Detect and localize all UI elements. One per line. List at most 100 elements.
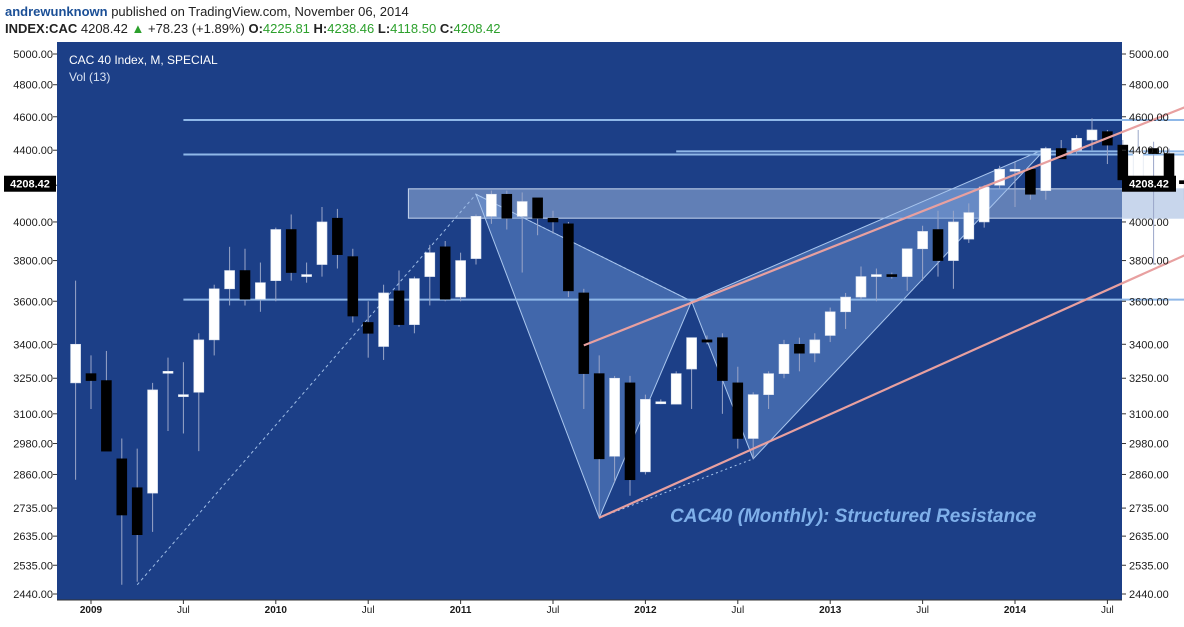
trend-dashed-line [136, 193, 477, 586]
candle-down [347, 256, 359, 317]
candle-up [255, 282, 266, 300]
candle-down [116, 458, 128, 516]
low-label: L: [377, 21, 391, 36]
candle-down [932, 229, 944, 261]
chart-annotation: CAC40 (Monthly): Structured Resistance [670, 506, 1037, 527]
y-tick-label-left: 2535.00 [13, 560, 53, 572]
high-value: 4238.46 [327, 21, 375, 36]
candle-up [470, 216, 482, 259]
candle-down [1179, 180, 1184, 185]
y-tick-label-right: 2980.00 [1129, 439, 1169, 451]
header: andrewunknown published on TradingView.c… [0, 0, 1184, 40]
open-value: 4225.81 [262, 21, 310, 36]
x-tick-label: Jul [177, 605, 190, 616]
candle-up [670, 373, 682, 405]
y-tick-label-right: 3600.00 [1129, 296, 1169, 308]
x-tick-label: 2014 [1004, 605, 1027, 616]
y-tick-label-right: 2735.00 [1129, 503, 1169, 515]
x-tick-label: Jul [1101, 605, 1114, 616]
y-tick-label-right: 3250.00 [1129, 373, 1169, 385]
last-price-label-right: 4208.42 [1129, 179, 1169, 191]
y-tick-label-left: 2980.00 [13, 439, 53, 451]
candle-up [1040, 148, 1052, 191]
x-tick-label: Jul [916, 605, 929, 616]
y-tick-label-right: 2860.00 [1129, 469, 1169, 481]
y-tick-label-right: 2635.00 [1129, 531, 1169, 543]
y-tick-label-left: 2440.00 [13, 589, 53, 601]
y-tick-label-left: 4800.00 [13, 80, 53, 92]
candle-down [85, 373, 97, 381]
candle-up [824, 311, 836, 336]
quote-line: INDEX:CAC 4208.42 ▲ +78.23 (+1.89%) O:42… [5, 21, 501, 36]
y-tick-label-left: 4000.00 [13, 217, 53, 229]
candle-up [686, 337, 697, 370]
candle-down [578, 292, 590, 374]
y-tick-label-right: 3800.00 [1129, 256, 1169, 268]
candle-down [563, 223, 574, 292]
candle-up [763, 373, 774, 395]
last-price: 4208.42 [80, 21, 128, 36]
y-tick-label-left: 3400.00 [13, 339, 53, 351]
y-tick-label-left: 3600.00 [13, 296, 53, 308]
candle-down [701, 339, 713, 343]
y-tick-label-right: 3400.00 [1129, 339, 1169, 351]
x-tick-label: 2009 [80, 605, 103, 616]
y-tick-label-right: 2440.00 [1129, 589, 1169, 601]
close-label: C: [439, 21, 454, 36]
candle-up [424, 252, 436, 277]
y-tick-label-left: 2735.00 [13, 503, 53, 515]
y-tick-label-left: 3800.00 [13, 256, 53, 268]
candle-up [778, 343, 790, 374]
y-tick-label-left: 2860.00 [13, 469, 53, 481]
author-link[interactable]: andrewunknown [5, 4, 108, 19]
candle-up [270, 229, 282, 281]
last-price-label-left: 4208.42 [10, 179, 50, 191]
candle-up [948, 221, 959, 261]
chart-title: CAC 40 Index, M, SPECIAL [69, 53, 218, 67]
candle-up [609, 377, 620, 457]
candle-up [978, 186, 990, 223]
y-tick-label-right: 5000.00 [1129, 49, 1169, 61]
low-value: 4118.50 [390, 21, 437, 36]
candle-down [1025, 168, 1036, 195]
indicator-label: Vol (13) [69, 70, 110, 84]
candle-up [840, 296, 851, 313]
candle-up [747, 394, 759, 439]
candle-down [1148, 148, 1159, 154]
last-price-tag-left [4, 175, 56, 192]
candle-down [624, 382, 636, 481]
x-tick-label: Jul [362, 605, 375, 616]
y-tick-label-left: 3250.00 [13, 373, 53, 385]
candle-down [732, 382, 744, 439]
candle-down [239, 270, 251, 300]
candle-up [871, 274, 882, 277]
y-tick-label-right: 4000.00 [1129, 217, 1169, 229]
candle-up [855, 276, 867, 298]
candle-down [794, 343, 805, 354]
last-price-tag-right [1122, 175, 1176, 192]
channel-line [598, 254, 1184, 519]
candle-up [809, 339, 821, 354]
candle-down [101, 380, 112, 452]
candle-up [301, 274, 312, 277]
candle-down [285, 229, 297, 273]
candle-down [886, 274, 898, 277]
y-tick-label-right: 3100.00 [1129, 409, 1169, 421]
candle-up [917, 231, 928, 250]
candle-down [393, 290, 405, 325]
candle-down [332, 217, 343, 255]
x-tick-label: Jul [547, 605, 560, 616]
candle-up [378, 292, 389, 347]
y-tick-label-right: 4400.00 [1129, 145, 1169, 157]
published-text: published on TradingView.com, November 0… [111, 4, 409, 19]
candle-down [501, 193, 513, 219]
x-tick-label: 2013 [819, 605, 842, 616]
y-tick-label-left: 2635.00 [13, 531, 53, 543]
close-value: 4208.42 [453, 21, 501, 36]
x-tick-label: 2011 [450, 605, 472, 616]
x-tick-label: 2010 [265, 605, 288, 616]
candle-up [901, 248, 913, 277]
candle-down [439, 246, 451, 300]
candle-up [994, 168, 1005, 186]
price-chart[interactable]: 1.2721.618(4393.31)0.6185000.005000.0048… [0, 40, 1184, 627]
